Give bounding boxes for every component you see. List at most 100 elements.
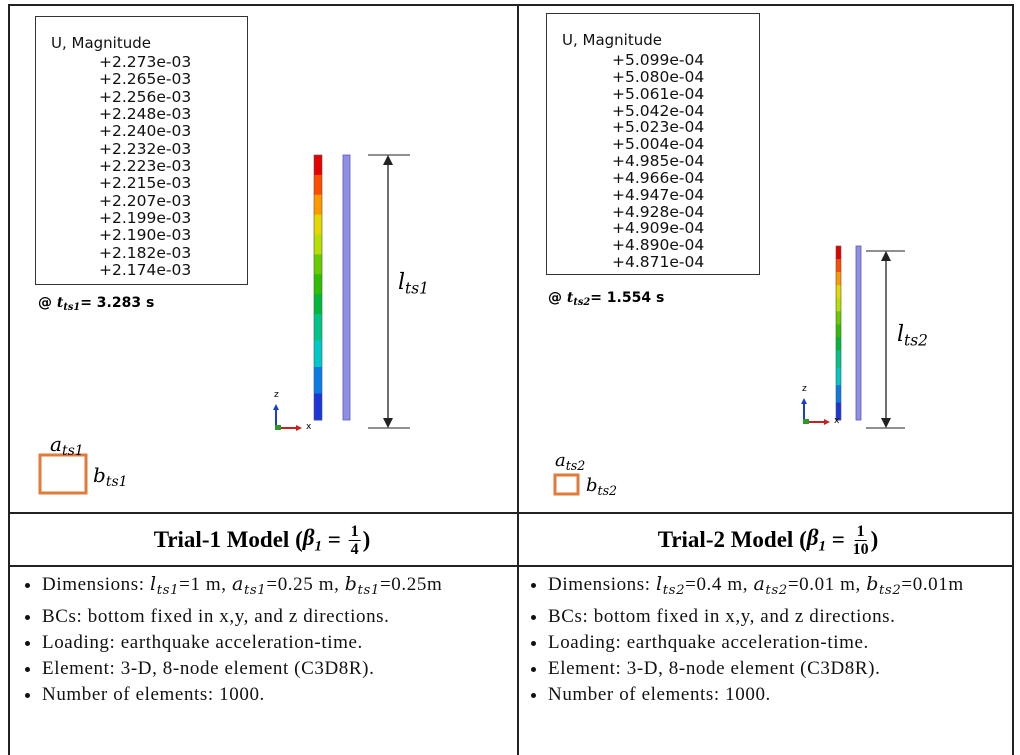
length-label: lts1: [398, 270, 429, 298]
subscript: ts1: [106, 474, 128, 490]
title-text: Trial-1 Model (: [154, 527, 303, 553]
legend-label: +2.215e-03: [99, 175, 191, 191]
math-symbol: bts1: [345, 573, 380, 595]
math-symbol: lts2: [897, 322, 928, 347]
legend-label: +2.190e-03: [99, 227, 191, 243]
text: @: [38, 295, 57, 311]
legend-label: +5.080e-04: [612, 69, 704, 85]
symbol: l: [656, 573, 663, 595]
bullet-list: Dimensions: lts1=1 m, ats1=0.25 m, bts1=…: [22, 571, 497, 708]
math-symbol: bts2: [586, 475, 617, 496]
axis-label: z: [274, 390, 279, 400]
text: =0.01 m,: [788, 574, 866, 595]
legend-label: +5.004e-04: [612, 136, 704, 152]
beam-contour-band: [836, 368, 841, 386]
axis-y: [803, 419, 809, 424]
legend-label: +4.890e-04: [612, 237, 704, 253]
legend-label: +4.947e-04: [612, 187, 704, 203]
beam-contour-band: [836, 285, 841, 299]
symbol: l: [897, 322, 904, 347]
beam-contour-band: [314, 274, 322, 294]
legend-label: +2.223e-03: [99, 158, 191, 174]
legend-label: +4.966e-04: [612, 170, 704, 186]
page: U, Magnitude+2.273e-03+2.265e-03+2.256e-…: [0, 0, 1020, 755]
bullet: Number of elements: 1000.: [548, 682, 1003, 708]
subscript: ts1: [157, 583, 179, 598]
time-annotation: @ tts1= 3.283 s: [38, 295, 154, 313]
legend-label: +4.928e-04: [612, 204, 704, 220]
length-label: lts2: [897, 322, 928, 350]
bullet: Loading: earthquake acceleration-time.: [548, 630, 1003, 656]
beam-contour-band: [314, 394, 322, 421]
symbol: b: [93, 463, 106, 487]
beam-undeformed: [343, 155, 350, 420]
symbol: a: [232, 573, 244, 595]
text: Loading: earthquake acceleration-time.: [548, 632, 869, 653]
legend-label: +2.240e-03: [99, 123, 191, 139]
beam-contour-band: [836, 385, 841, 403]
text: Number of elements: 1000.: [42, 684, 265, 705]
bullet: Element: 3-D, 8-node element (C3D8R).: [548, 656, 1003, 682]
bullet: BCs: bottom fixed in x,y, and z directio…: [548, 604, 1003, 630]
text: @: [548, 290, 567, 306]
arrow-head: [383, 155, 393, 165]
beam-contour-band: [314, 341, 322, 368]
depth-label: bts2: [586, 475, 617, 498]
denominator: 10: [853, 541, 869, 558]
subscript: 1: [819, 538, 827, 554]
beam-contour-band: [314, 155, 322, 175]
arrow-head: [383, 418, 393, 428]
math-symbol: lts1: [150, 573, 179, 595]
text: =0.4 m,: [685, 574, 753, 595]
arrow-head: [801, 398, 807, 404]
numerator: 1: [349, 523, 361, 541]
legend-label: +2.256e-03: [99, 89, 191, 105]
beam-contour-band: [314, 235, 322, 255]
bullet: BCs: bottom fixed in x,y, and z directio…: [42, 604, 497, 630]
subscript: ts1: [244, 583, 266, 598]
text: BCs: bottom fixed in x,y, and z directio…: [548, 606, 896, 627]
axis-label: x: [306, 422, 311, 432]
subscript: 1: [315, 538, 323, 554]
text: BCs: bottom fixed in x,y, and z directio…: [42, 606, 390, 627]
model-title: Trial-1 Model (β1 = 14): [154, 515, 371, 565]
symbol: a: [753, 573, 765, 595]
legend-label: +5.023e-04: [612, 119, 704, 135]
denominator: 4: [351, 541, 359, 558]
beam-contour-band: [836, 298, 841, 312]
symbol: l: [150, 573, 157, 595]
symbol: a: [555, 450, 566, 471]
bullet: Loading: earthquake acceleration-time.: [42, 630, 497, 656]
subscript: ts2: [663, 583, 685, 598]
subscript: ts1: [358, 583, 380, 598]
symbol: b: [866, 573, 879, 595]
beam-contour-band: [314, 314, 322, 341]
math-symbol: ats2: [753, 573, 787, 595]
legend-label: +4.985e-04: [612, 153, 704, 169]
legend-label: +4.909e-04: [612, 220, 704, 236]
legend-title: U, Magnitude: [51, 34, 151, 52]
axis-y: [275, 425, 281, 430]
math-symbol: lts1: [398, 270, 429, 295]
text: = 3.283 s: [80, 295, 154, 311]
arrow-head: [296, 425, 302, 431]
beta: β1: [303, 525, 322, 556]
symbol: β: [303, 525, 315, 550]
beam-contour-band: [314, 175, 322, 195]
beam-contour-band: [836, 337, 841, 351]
legend-label: +2.174e-03: [99, 262, 191, 278]
width-label: ats2: [555, 450, 585, 473]
width-label: ats1: [50, 432, 84, 459]
math-symbol: ats1: [232, 573, 266, 595]
title-text: ): [363, 527, 371, 553]
legend-label: +5.042e-04: [612, 103, 704, 119]
equals: =: [322, 527, 347, 553]
text: =0.25 m,: [266, 574, 344, 595]
symbol: β: [807, 525, 819, 550]
beam-contour-band: [314, 294, 322, 314]
axis-label: x: [834, 416, 839, 426]
subscript: ts2: [566, 458, 586, 473]
cross-section: [40, 455, 86, 493]
arrow-head: [881, 418, 891, 428]
legend-label: +2.207e-03: [99, 193, 191, 209]
